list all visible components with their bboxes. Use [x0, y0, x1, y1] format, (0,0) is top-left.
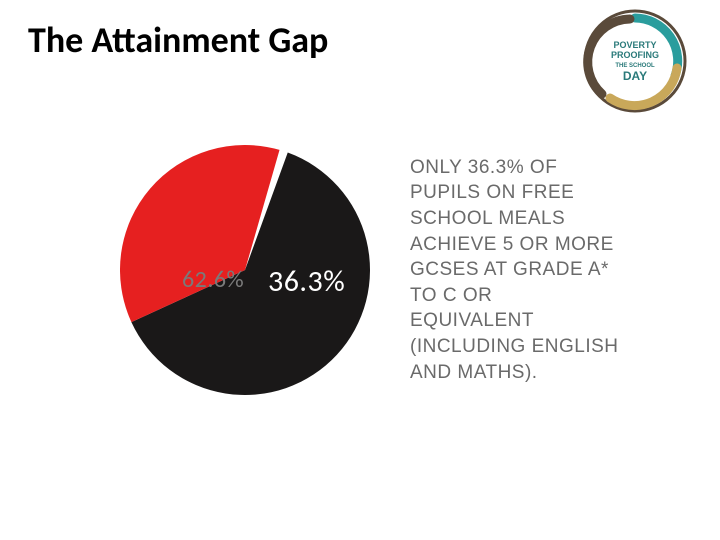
logo-svg: POVERTY PROOFING THE SCHOOL DAY: [580, 6, 690, 116]
pie-slice-label: 36.3%: [268, 263, 345, 300]
svg-text:POVERTY: POVERTY: [613, 40, 656, 50]
svg-text:DAY: DAY: [623, 69, 647, 83]
svg-text:PROOFING: PROOFING: [611, 50, 659, 60]
slide: The Attainment Gap POVERTY PROOFING THE …: [0, 0, 720, 540]
chart-description: ONLY 36.3% OF PUPILS ON FREE SCHOOL MEAL…: [410, 155, 620, 386]
pie-slice-label: 62.6%: [182, 265, 244, 294]
content-row: 62.6% 36.3% ONLY 36.3% OF PUPILS ON FREE …: [120, 145, 660, 395]
logo-badge: POVERTY PROOFING THE SCHOOL DAY: [580, 6, 690, 116]
page-title: The Attainment Gap: [28, 18, 328, 62]
pie-chart: 62.6% 36.3%: [120, 145, 370, 395]
